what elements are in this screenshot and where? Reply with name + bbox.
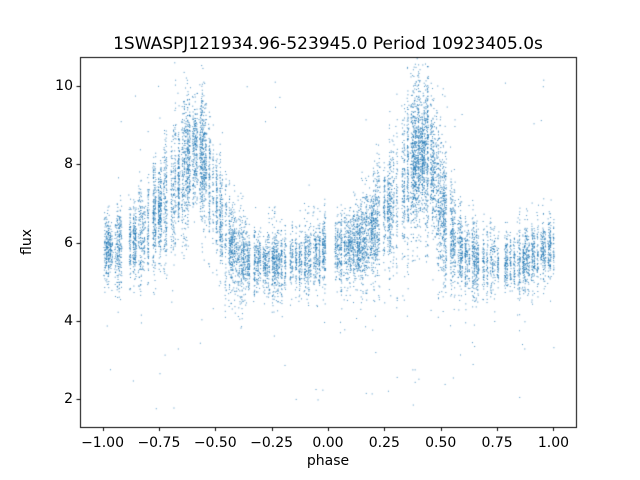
y-tick-label: 6 xyxy=(64,234,73,251)
x-tick-label: −0.50 xyxy=(193,434,237,451)
x-tick-label: −0.75 xyxy=(137,434,181,451)
x-tick-label: 0.25 xyxy=(368,434,400,451)
y-tick-label: 10 xyxy=(55,78,73,95)
x-axis-label: phase xyxy=(306,453,350,469)
x-tick-label: −1.00 xyxy=(81,434,124,451)
x-tick-label: −0.25 xyxy=(250,434,294,451)
x-tick-label: 0.00 xyxy=(312,434,344,451)
chart-title: 1SWASPJ121934.96-523945.0 Period 1092340… xyxy=(113,34,543,54)
y-tick-label: 8 xyxy=(64,156,73,173)
x-tick-label: 0.75 xyxy=(481,434,513,451)
y-tick-label: 2 xyxy=(64,390,73,407)
y-tick-label: 4 xyxy=(64,312,73,329)
x-tick-label: 0.50 xyxy=(425,434,457,451)
x-tick-label: 1.00 xyxy=(537,434,570,451)
